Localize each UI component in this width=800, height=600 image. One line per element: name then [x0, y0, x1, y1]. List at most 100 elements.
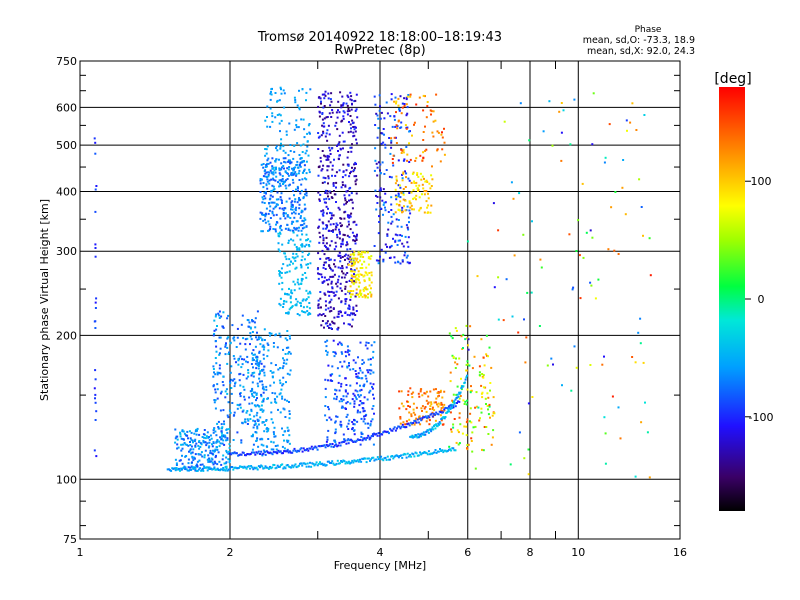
data-point: [286, 441, 289, 444]
data-point: [291, 172, 294, 175]
data-point: [322, 209, 325, 212]
data-point: [474, 467, 477, 470]
data-point: [408, 200, 411, 203]
data-point: [284, 430, 287, 433]
data-point: [348, 305, 351, 308]
data-point: [195, 428, 198, 431]
data-point: [347, 108, 350, 110]
data-point: [282, 407, 285, 410]
data-point: [295, 246, 298, 248]
data-point: [249, 453, 252, 455]
data-point: [191, 466, 194, 469]
data-point: [214, 448, 217, 451]
data-point: [259, 438, 262, 441]
data-point: [441, 411, 443, 414]
data-point: [354, 130, 357, 133]
data-point: [436, 450, 439, 453]
data-point: [264, 215, 267, 218]
data-point: [370, 274, 373, 277]
data-point: [184, 455, 187, 458]
data-point: [417, 188, 420, 191]
data-point: [278, 302, 281, 305]
data-point: [402, 188, 405, 190]
data-point: [209, 452, 212, 454]
data-point: [326, 192, 329, 195]
data-point: [258, 405, 261, 408]
data-point: [253, 415, 256, 418]
data-point: [399, 209, 401, 212]
data-point: [262, 386, 265, 389]
data-point: [440, 450, 443, 452]
data-point: [373, 341, 376, 344]
data-point: [341, 119, 344, 122]
data-point: [301, 151, 304, 153]
data-point: [261, 380, 263, 383]
data-point: [325, 419, 328, 422]
data-point: [272, 178, 275, 181]
data-point: [282, 303, 285, 305]
data-point: [329, 211, 331, 214]
data-point: [318, 241, 321, 244]
data-point: [213, 427, 215, 430]
data-point: [214, 407, 217, 410]
data-point: [330, 230, 333, 232]
data-point: [292, 449, 295, 452]
data-point: [289, 295, 292, 298]
data-point: [206, 442, 209, 445]
data-point: [267, 220, 270, 223]
data-point: [244, 418, 247, 421]
chart-title: Tromsø 20140922 18:18:00–18:19:43: [257, 30, 502, 45]
data-point: [187, 462, 190, 465]
data-point: [285, 179, 288, 182]
data-point: [362, 420, 365, 423]
data-point: [288, 197, 291, 200]
data-point: [281, 202, 283, 204]
colorbar-tick-label: 100: [751, 175, 772, 188]
data-point: [307, 313, 310, 316]
data-point: [318, 111, 321, 114]
data-point: [222, 375, 225, 378]
data-point: [349, 323, 351, 326]
data-point: [339, 147, 342, 150]
data-point: [594, 297, 597, 300]
data-point: [278, 282, 281, 285]
data-point: [282, 434, 285, 436]
data-point: [216, 373, 219, 376]
data-point: [289, 466, 291, 469]
data-point: [228, 450, 231, 453]
data-point: [324, 396, 327, 399]
data-point: [181, 454, 183, 457]
data-point: [354, 278, 357, 281]
data-point: [266, 105, 269, 108]
data-point: [318, 231, 321, 234]
data-point: [334, 432, 337, 435]
data-point: [209, 468, 211, 470]
data-point: [236, 431, 239, 434]
data-point: [424, 149, 427, 152]
data-point: [268, 223, 271, 226]
data-point: [399, 234, 402, 237]
data-point: [187, 437, 189, 440]
data-point: [406, 205, 409, 208]
data-point: [324, 446, 327, 449]
data-point: [243, 388, 246, 391]
data-point: [465, 403, 468, 406]
data-point: [340, 382, 343, 385]
data-point: [359, 259, 361, 262]
data-point: [249, 335, 252, 338]
data-point: [317, 462, 320, 465]
data-point: [273, 464, 276, 466]
data-point: [378, 221, 381, 223]
data-point: [355, 288, 358, 291]
data-point: [288, 434, 291, 437]
data-point: [285, 346, 288, 349]
data-point: [411, 422, 413, 425]
data-point: [240, 453, 243, 456]
data-point: [396, 127, 399, 130]
data-point: [340, 385, 343, 388]
data-point: [355, 163, 357, 165]
data-point: [638, 178, 641, 181]
data-point: [257, 338, 260, 341]
data-point: [280, 142, 282, 145]
data-point: [266, 427, 269, 430]
